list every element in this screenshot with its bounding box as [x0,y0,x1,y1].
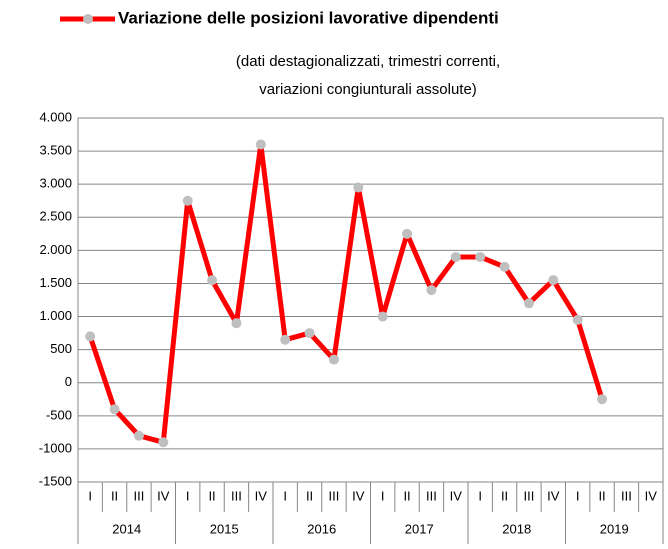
y-tick-label: 3.500 [39,143,72,158]
x-tick-label: III [426,488,437,503]
data-point [280,334,291,345]
year-label: 2017 [405,521,434,536]
data-point [182,195,193,206]
year-label: 2019 [600,521,629,536]
data-point [475,251,486,262]
x-tick-label: I [88,488,92,503]
y-tick-label: -500 [46,407,72,422]
year-label: 2016 [307,521,336,536]
y-tick-label: -1000 [39,440,72,455]
data-point [450,251,461,262]
data-point [158,437,169,448]
data-point [377,311,388,322]
y-tick-label: 3.000 [39,176,72,191]
data-point [426,285,437,296]
x-tick-label: II [111,488,118,503]
data-point [207,275,218,286]
year-label: 2018 [502,521,531,536]
legend-label: Variazione delle posizioni lavorative di… [118,8,499,27]
x-tick-label: III [134,488,145,503]
y-tick-label: -1500 [39,473,72,488]
x-tick-label: III [524,488,535,503]
x-tick-label: IV [352,488,365,503]
legend-marker [83,14,93,24]
x-tick-label: II [306,488,313,503]
data-point [402,228,413,239]
y-tick-label: 1.000 [39,308,72,323]
x-tick-label: II [598,488,605,503]
x-tick-label: I [478,488,482,503]
x-tick-label: III [621,488,632,503]
data-line [87,141,605,445]
x-tick-label: IV [157,488,170,503]
x-tick-label: I [576,488,580,503]
x-tick-label: III [231,488,242,503]
x-tick-label: IV [450,488,463,503]
data-point [85,331,96,342]
x-tick-label: II [403,488,410,503]
year-label: 2015 [210,521,239,536]
year-label: 2014 [112,521,141,536]
x-tick-label: III [329,488,340,503]
x-tick-label: I [186,488,190,503]
data-point [548,275,559,286]
subtitle: (dati destagionalizzati, trimestri corre… [236,53,500,70]
data-point [109,404,120,415]
x-tick-label: IV [645,488,658,503]
data-point [328,354,339,365]
data-point [353,182,364,193]
data-point [133,430,144,441]
x-tick-label: I [283,488,287,503]
y-tick-label: 4.000 [39,109,72,124]
data-point [499,261,510,272]
x-tick-label: II [501,488,508,503]
x-tick-label: I [381,488,385,503]
y-tick-label: 0 [65,374,72,389]
x-tick-label: IV [547,488,560,503]
subtitle: variazioni congiunturali assolute) [259,81,477,98]
y-tick-label: 1.500 [39,275,72,290]
data-point [572,314,583,325]
data-point [597,394,608,405]
y-tick-label: 2.000 [39,242,72,257]
data-point [255,139,266,150]
data-point [304,328,315,339]
data-point [231,318,242,329]
data-point [523,298,534,309]
y-tick-label: 2.500 [39,209,72,224]
y-tick-label: 500 [50,341,72,356]
x-tick-label: IV [255,488,268,503]
x-tick-label: II [208,488,215,503]
